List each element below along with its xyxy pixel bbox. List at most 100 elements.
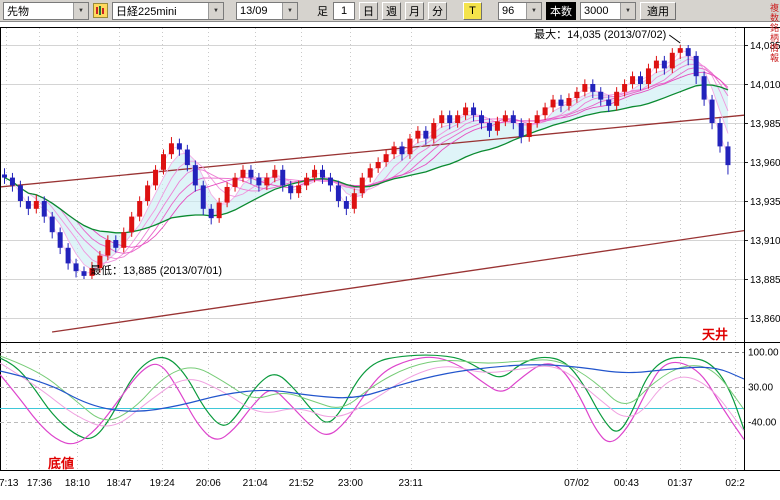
multi-symbol-note[interactable]: 複数銘柄情報: [769, 3, 779, 63]
candle-body: [129, 216, 135, 233]
time-axis-label: 21:52: [289, 478, 314, 489]
bars-count-label: 本数: [546, 1, 576, 20]
candle-body: [17, 185, 23, 201]
candle-body: [304, 177, 310, 186]
candle-body: [89, 268, 95, 276]
chevron-down-icon: ▼: [282, 2, 297, 19]
time-axis-label: 02:2: [725, 478, 745, 489]
candle-body: [463, 107, 469, 116]
price-axis-label: 14,035: [750, 41, 780, 52]
candle-body: [367, 168, 373, 178]
candle-body: [57, 232, 63, 248]
candle-body: [73, 263, 79, 272]
candle-body: [248, 169, 254, 178]
candle-body: [327, 177, 333, 186]
interval-month-button[interactable]: 月: [405, 1, 424, 20]
candle-body: [614, 91, 620, 106]
candle-body: [407, 138, 413, 155]
candle-body: [200, 185, 206, 209]
time-axis-label: 00:43: [614, 478, 639, 489]
candle-body: [431, 123, 437, 139]
candle-body: [391, 146, 397, 155]
candle-body: [622, 84, 628, 92]
candle-body: [375, 162, 381, 169]
time-axis-label: 19:24: [150, 478, 175, 489]
candle-body: [192, 165, 198, 186]
toolbar: 先物 ▼ 日経225mini ▼ 13/09 ▼ 足 1 日 週 月 分 T 9…: [0, 0, 780, 22]
contract-month-select[interactable]: 13/09 ▼: [236, 1, 298, 20]
candle-body: [638, 76, 643, 84]
period-value: 96: [502, 4, 515, 17]
time-axis-label: 07/02: [564, 478, 589, 489]
symbol-select[interactable]: 日経225mini ▼: [112, 1, 224, 20]
candle-body: [272, 169, 278, 178]
price-axis-label: 13,960: [750, 158, 780, 169]
price-axis-label: 13,860: [750, 314, 780, 325]
candle-body: [25, 201, 31, 209]
candle-body: [359, 177, 365, 194]
candle-body: [709, 99, 715, 123]
rci-mid-green-line: [0, 355, 745, 421]
chart-canvas[interactable]: 14,035 14,010 13,985 13,960 13,935 13,910 13,8…: [0, 22, 780, 500]
rci-long-blue-line: [0, 364, 745, 412]
price-axis-label: 13,935: [750, 197, 780, 208]
candle-body: [224, 186, 230, 203]
candle-body: [502, 115, 508, 122]
candle-body: [232, 177, 238, 187]
candle-body: [113, 240, 119, 248]
candle-body: [534, 115, 540, 123]
candle-body: [447, 115, 453, 123]
symbol-icon: [93, 3, 108, 18]
interval-input[interactable]: 1: [333, 1, 355, 20]
candle-body: [153, 169, 159, 186]
candle-body: [184, 149, 190, 166]
bars-count-value: 3000: [584, 4, 609, 17]
interval-day-button[interactable]: 日: [359, 1, 378, 20]
interval-minute-button[interactable]: 分: [428, 1, 447, 20]
candle-body: [343, 201, 349, 209]
candle-body: [558, 99, 564, 106]
bottom-label: 底値: [48, 456, 74, 471]
ma-ribbon-line: [4, 58, 729, 265]
chevron-down-icon: ▼: [73, 2, 88, 19]
candle-body: [725, 146, 731, 166]
candle-body: [471, 107, 477, 116]
candle-body: [288, 185, 294, 194]
time-axis-label: 23:00: [338, 478, 363, 489]
candle-body: [280, 169, 286, 186]
candle-body: [486, 123, 492, 131]
bar-type-label: 足: [317, 5, 328, 18]
candle-body: [439, 115, 445, 123]
oscillator-axis-label: -40.00: [748, 418, 777, 429]
candle-body: [81, 271, 87, 276]
instrument-select[interactable]: 先物 ▼: [3, 1, 89, 20]
candle-body: [312, 169, 318, 178]
apply-button[interactable]: 適用: [640, 1, 676, 20]
bars-count-select[interactable]: 3000 ▼: [580, 1, 636, 20]
candle-body: [510, 115, 516, 123]
candle-body: [383, 154, 389, 162]
candle-body: [423, 130, 429, 139]
candle-body: [9, 177, 15, 186]
candle-body: [653, 60, 659, 69]
candle-body: [2, 174, 7, 178]
period-select[interactable]: 96 ▼: [498, 1, 542, 20]
candle-body: [105, 240, 111, 256]
candle-body: [693, 55, 699, 77]
candle-body: [49, 216, 55, 233]
candle-body: [296, 185, 302, 194]
time-axis-label: 01:37: [668, 478, 693, 489]
tick-button[interactable]: T: [463, 1, 482, 20]
candle-body: [351, 193, 357, 209]
chevron-down-icon: ▼: [620, 2, 635, 19]
time-axis-label: 18:10: [65, 478, 90, 489]
candle-body: [479, 115, 484, 123]
price-axis-label: 14,010: [750, 80, 780, 91]
interval-week-button[interactable]: 週: [382, 1, 401, 20]
candle-body: [65, 247, 71, 264]
candle-body: [677, 48, 683, 53]
rci-short-magenta-line: [0, 356, 745, 445]
max-annotation: 最大：14,035 (2013/07/02): [534, 27, 666, 41]
candle-body: [582, 84, 588, 92]
